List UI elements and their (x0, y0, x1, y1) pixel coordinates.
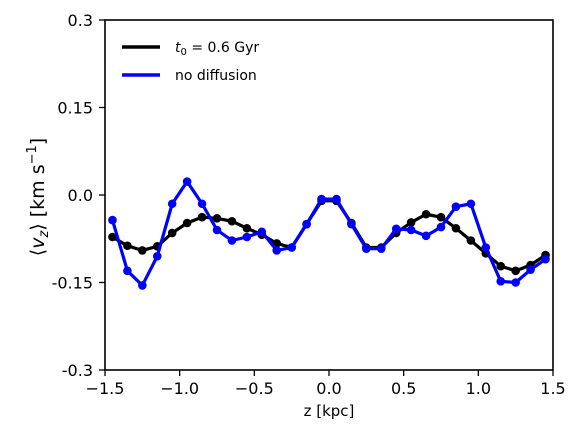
series-2-point (406, 225, 416, 235)
series-1-point (496, 261, 506, 271)
series-2-point (362, 244, 371, 253)
series-2-point (227, 236, 237, 245)
series-2-point (526, 265, 535, 274)
y-tick-label: 0.15 (57, 99, 93, 118)
x-axis-label: z [kpc] (304, 402, 355, 420)
x-tick-label: −1.0 (160, 379, 199, 398)
series-layer (108, 177, 550, 290)
series-1-point (182, 218, 192, 228)
series-2-point (391, 224, 401, 234)
x-tick-label: −0.5 (235, 379, 274, 398)
series-1-point (421, 209, 431, 219)
series-2-point (421, 231, 431, 241)
x-tick-label: 1.5 (540, 379, 565, 398)
series-1-point (466, 236, 476, 245)
series-2-point (197, 199, 207, 209)
series-1-point (212, 214, 222, 223)
series-1-point (167, 228, 177, 238)
series-1-point (123, 241, 132, 251)
series-1-point (227, 216, 237, 226)
legend-sub-series-1: 0 (181, 47, 187, 58)
x-tick-label: 1.0 (466, 379, 491, 398)
series-2-point (496, 277, 506, 286)
series-2-point (332, 194, 341, 204)
plot-background (105, 20, 553, 370)
series-2-point (212, 225, 222, 235)
series-1-point (511, 266, 520, 276)
x-tick-label: 0.5 (391, 379, 416, 398)
series-2-point (317, 194, 326, 204)
series-2-point (511, 278, 520, 287)
series-2-point (272, 246, 282, 255)
y-tick-label: -0.15 (52, 274, 93, 293)
series-2-point (257, 227, 267, 237)
series-2-point (242, 232, 252, 242)
legend-label-series-2: no diffusion (175, 68, 257, 84)
series-2-point (108, 215, 117, 225)
series-2-point (451, 202, 461, 211)
legend: t0 = 0.6 Gyr no diffusion (122, 40, 259, 84)
ticks-layer: −1.5 −1.0 −0.5 0.0 0.5 1.0 1.5 0.3 0.15 0.0 -0.15 -… (52, 11, 566, 398)
y-axis-label: ⟨vz⟩ [km s−1] (25, 138, 52, 256)
series-1-point (436, 212, 446, 222)
series-2-point (466, 199, 476, 209)
series-2-point (347, 219, 356, 229)
plot-frame (104, 19, 554, 371)
series-2-point (167, 199, 177, 209)
series-1-point (406, 218, 416, 227)
series-2-point (541, 254, 550, 264)
series-2-point (152, 251, 162, 261)
x-tick-label: −1.5 (86, 379, 125, 398)
series-2-point (302, 219, 311, 229)
series-2-line (110, 179, 547, 288)
series-2-point (182, 177, 192, 186)
x-tick-label: 0.0 (316, 379, 341, 398)
series-1-point (197, 212, 207, 222)
series-2-point (123, 266, 132, 276)
legend-label-series-1: t0 = 0.6 Gyr (175, 40, 259, 58)
series-2-point (481, 243, 491, 252)
y-tick-label: 0.3 (68, 11, 93, 30)
series-1-point (108, 232, 117, 242)
series-2-point (138, 281, 147, 290)
series-2-point (436, 222, 446, 232)
series-2-point (287, 243, 296, 252)
series-1-point (242, 223, 252, 233)
y-tick-label: -0.3 (62, 361, 93, 380)
series-2 (108, 177, 550, 290)
series-2-point (376, 244, 386, 253)
series-1-point (138, 246, 147, 255)
series-1-point (451, 223, 461, 233)
y-tick-label: 0.0 (68, 186, 93, 205)
